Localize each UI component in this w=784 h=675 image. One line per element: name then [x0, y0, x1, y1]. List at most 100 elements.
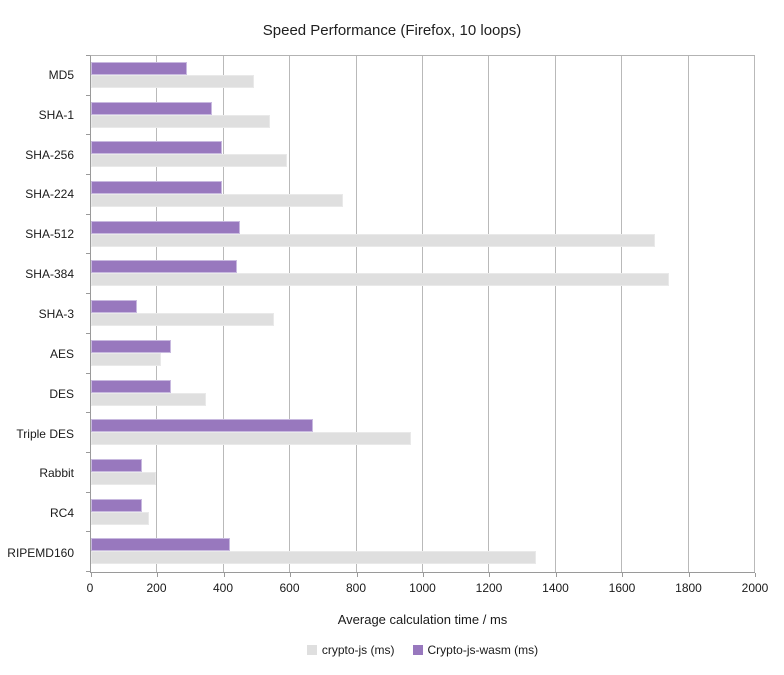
- x-tick-label-0: 0: [86, 581, 94, 595]
- x-tick-mark-400: [223, 573, 225, 577]
- x-tick-mark-1200: [489, 573, 491, 577]
- legend-label: Crypto-js-wasm (ms): [427, 643, 539, 657]
- chart-title: Speed Performance (Firefox, 10 loops): [262, 22, 522, 39]
- bar-crypto-js-wasm: [91, 181, 223, 195]
- category-band-md5: [91, 56, 755, 96]
- bar-crypto-js: [91, 194, 344, 208]
- x-tick-label-1400: 1400: [542, 581, 569, 595]
- bar-crypto-js-wasm: [91, 538, 231, 552]
- bar-crypto-js-wasm: [91, 379, 171, 393]
- category-band-aes: [91, 334, 755, 374]
- x-tick-mark-2000: [755, 573, 756, 577]
- x-tick-label-2000: 2000: [741, 581, 769, 595]
- bar-crypto-js: [91, 75, 254, 88]
- category-label: SHA-512: [25, 227, 74, 242]
- bar-crypto-js: [91, 511, 150, 525]
- category-label: Rabbit: [39, 466, 74, 481]
- x-tick-label-1600: 1600: [608, 581, 636, 595]
- category-band-rc4: [91, 493, 755, 533]
- x-tick-label-1200: 1200: [475, 581, 503, 595]
- x-tick-mark-1600: [622, 573, 624, 577]
- category-band-sha-224: [91, 175, 755, 215]
- bar-crypto-js-wasm: [91, 419, 314, 433]
- category-label: SHA-1: [38, 107, 74, 122]
- x-axis-tick-labels: 0 200 400 600 800 1000 1200 1400 1600 1800 2000: [86, 581, 769, 597]
- gridline-800: [355, 56, 357, 572]
- y-axis-category-labels: MD5 SHA-1 SHA-256 SHA-224 SHA-512 SHA-384 SHA-…: [0, 55, 82, 573]
- bar-crypto-js: [91, 154, 287, 168]
- y-tick-mark: [86, 332, 90, 334]
- plot-area: [86, 55, 756, 577]
- x-tick-label-600: 600: [279, 581, 300, 595]
- legend-item: crypto-js (ms): [306, 643, 395, 657]
- category-label: RC4: [49, 506, 74, 521]
- x-tick-mark-1400: [555, 573, 557, 577]
- bar-crypto-js: [91, 114, 271, 128]
- y-tick-mark: [86, 372, 90, 374]
- x-tick-mark-600: [290, 573, 292, 577]
- category-band-rabbit: [91, 453, 755, 493]
- bar-crypto-js-wasm: [91, 339, 171, 353]
- x-tick-label-200: 200: [146, 581, 167, 595]
- category-label: Triple DES: [16, 426, 74, 441]
- y-tick-mark: [86, 94, 90, 96]
- bar-crypto-js: [91, 471, 156, 485]
- x-tick-mark-200: [157, 573, 159, 577]
- bar-crypto-js-wasm: [91, 62, 188, 75]
- y-tick-mark: [86, 253, 90, 255]
- category-label: SHA-384: [25, 267, 74, 282]
- legend-swatch-icon: [306, 645, 317, 655]
- bar-crypto-js: [91, 432, 412, 446]
- gridline-1600: [621, 56, 623, 572]
- category-label: AES: [49, 346, 74, 361]
- y-tick-mark: [86, 412, 90, 414]
- bar-crypto-js-wasm: [91, 498, 143, 512]
- category-band-des: [91, 374, 755, 414]
- category-label: MD5: [48, 67, 74, 82]
- chart-legend: crypto-js (ms) Crypto-js-wasm (ms): [90, 643, 755, 657]
- y-tick-mark: [86, 451, 90, 453]
- bar-crypto-js-wasm: [91, 260, 238, 274]
- legend-swatch-icon: [412, 645, 423, 655]
- gridline-1400: [554, 56, 556, 572]
- bar-crypto-js-wasm: [91, 101, 213, 115]
- x-tick-label-1800: 1800: [675, 581, 702, 595]
- bar-crypto-js-wasm: [91, 141, 223, 155]
- gridline-1200: [488, 56, 490, 572]
- y-tick-mark: [86, 55, 90, 56]
- bars-container: [91, 56, 755, 572]
- category-band-ripemd160: [91, 532, 755, 572]
- bar-crypto-js: [91, 352, 161, 366]
- y-tick-mark: [86, 571, 90, 572]
- bar-crypto-js: [91, 273, 669, 287]
- gridline-600: [289, 56, 291, 572]
- y-tick-mark: [86, 491, 90, 493]
- x-tick-mark-1000: [423, 573, 424, 577]
- x-tick-label-1000: 1000: [409, 581, 436, 595]
- bar-crypto-js: [91, 313, 274, 327]
- category-band-sha-1: [91, 96, 755, 136]
- bar-crypto-js-wasm: [91, 458, 143, 472]
- gridline-2000: [754, 56, 755, 572]
- category-band-sha-384: [91, 254, 755, 294]
- bar-crypto-js: [91, 392, 206, 406]
- x-axis-title: Average calculation time / ms: [337, 612, 508, 627]
- gridline-1800: [687, 56, 689, 572]
- category-label: RIPEMD160: [7, 546, 74, 561]
- bar-crypto-js-wasm: [91, 220, 241, 234]
- y-tick-mark: [86, 293, 90, 295]
- x-tick-mark-1800: [688, 573, 690, 577]
- x-tick-label-800: 800: [345, 581, 367, 595]
- x-tick-mark-0: [91, 573, 92, 577]
- category-label: DES: [49, 386, 74, 401]
- y-tick-mark: [86, 134, 90, 136]
- category-label: SHA-256: [25, 147, 74, 162]
- y-tick-mark: [86, 213, 90, 215]
- y-tick-mark: [86, 174, 90, 176]
- category-label: SHA-3: [38, 306, 74, 321]
- category-band-sha-3: [91, 294, 755, 334]
- x-tick-mark-800: [356, 573, 358, 577]
- y-tick-mark: [86, 531, 90, 533]
- category-band-sha-256: [91, 135, 755, 175]
